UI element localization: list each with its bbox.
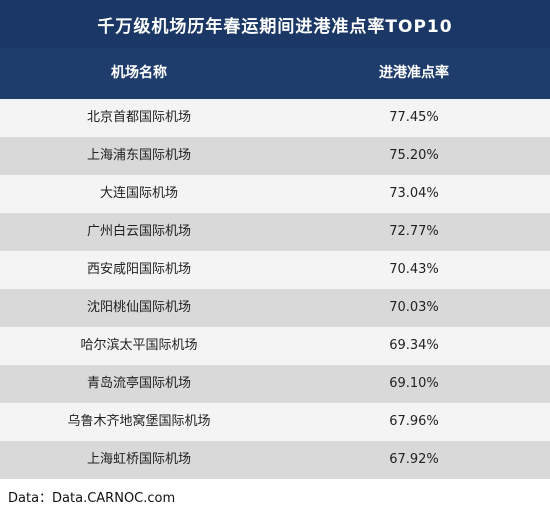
table-row: 哈尔滨太平国际机场 69.34%: [0, 327, 550, 365]
table-row: 大连国际机场 73.04%: [0, 175, 550, 213]
airport-name-cell: 青岛流亭国际机场: [86, 376, 191, 391]
airport-name-cell: 乌鲁木齐地窝堡国际机场: [67, 414, 211, 429]
rate-cell: 75.20%: [389, 148, 439, 163]
table-row: 西安咸阳国际机场 70.43%: [0, 251, 550, 289]
airport-name-cell: 西安咸阳国际机场: [86, 262, 191, 277]
rate-cell: 69.10%: [389, 376, 439, 391]
title-bar: 千万级机场历年春运期间进港准点率TOP10: [0, 0, 550, 48]
footer: Data：Data.CARNOC.com: [0, 479, 550, 513]
data-source: Data：Data.CARNOC.com: [8, 491, 176, 506]
airport-name-cell: 上海虹桥国际机场: [86, 452, 191, 467]
table-row: 上海虹桥国际机场 67.92%: [0, 441, 550, 479]
table-row: 北京首都国际机场 77.45%: [0, 99, 550, 137]
table-row: 乌鲁木齐地窝堡国际机场 67.96%: [0, 403, 550, 441]
rate-cell: 77.45%: [389, 110, 439, 125]
airport-name-cell: 沈阳桃仙国际机场: [86, 300, 191, 315]
rate-cell: 73.04%: [389, 186, 439, 201]
rate-cell: 69.34%: [389, 338, 439, 353]
table-row: 青岛流亭国际机场 69.10%: [0, 365, 550, 403]
rate-cell: 72.77%: [389, 224, 439, 239]
table-row: 沈阳桃仙国际机场 70.03%: [0, 289, 550, 327]
rate-cell: 67.92%: [389, 452, 439, 467]
table-row: 广州白云国际机场 72.77%: [0, 213, 550, 251]
rate-cell: 70.43%: [389, 262, 439, 277]
header-airport-name: 机场名称: [111, 65, 167, 81]
table-header: 机场名称 进港准点率: [0, 48, 550, 99]
table-title: 千万级机场历年春运期间进港准点率TOP10: [97, 16, 453, 37]
airport-name-cell: 广州白云国际机场: [86, 224, 191, 239]
table-row: 上海浦东国际机场 75.20%: [0, 137, 550, 175]
rate-cell: 70.03%: [389, 300, 439, 315]
airport-name-cell: 哈尔滨太平国际机场: [80, 338, 198, 353]
airport-name-cell: 大连国际机场: [99, 186, 178, 201]
header-on-time-rate: 进港准点率: [379, 65, 449, 81]
airport-name-cell: 北京首都国际机场: [86, 110, 191, 125]
rate-cell: 67.96%: [389, 414, 439, 429]
airport-name-cell: 上海浦东国际机场: [86, 148, 191, 163]
